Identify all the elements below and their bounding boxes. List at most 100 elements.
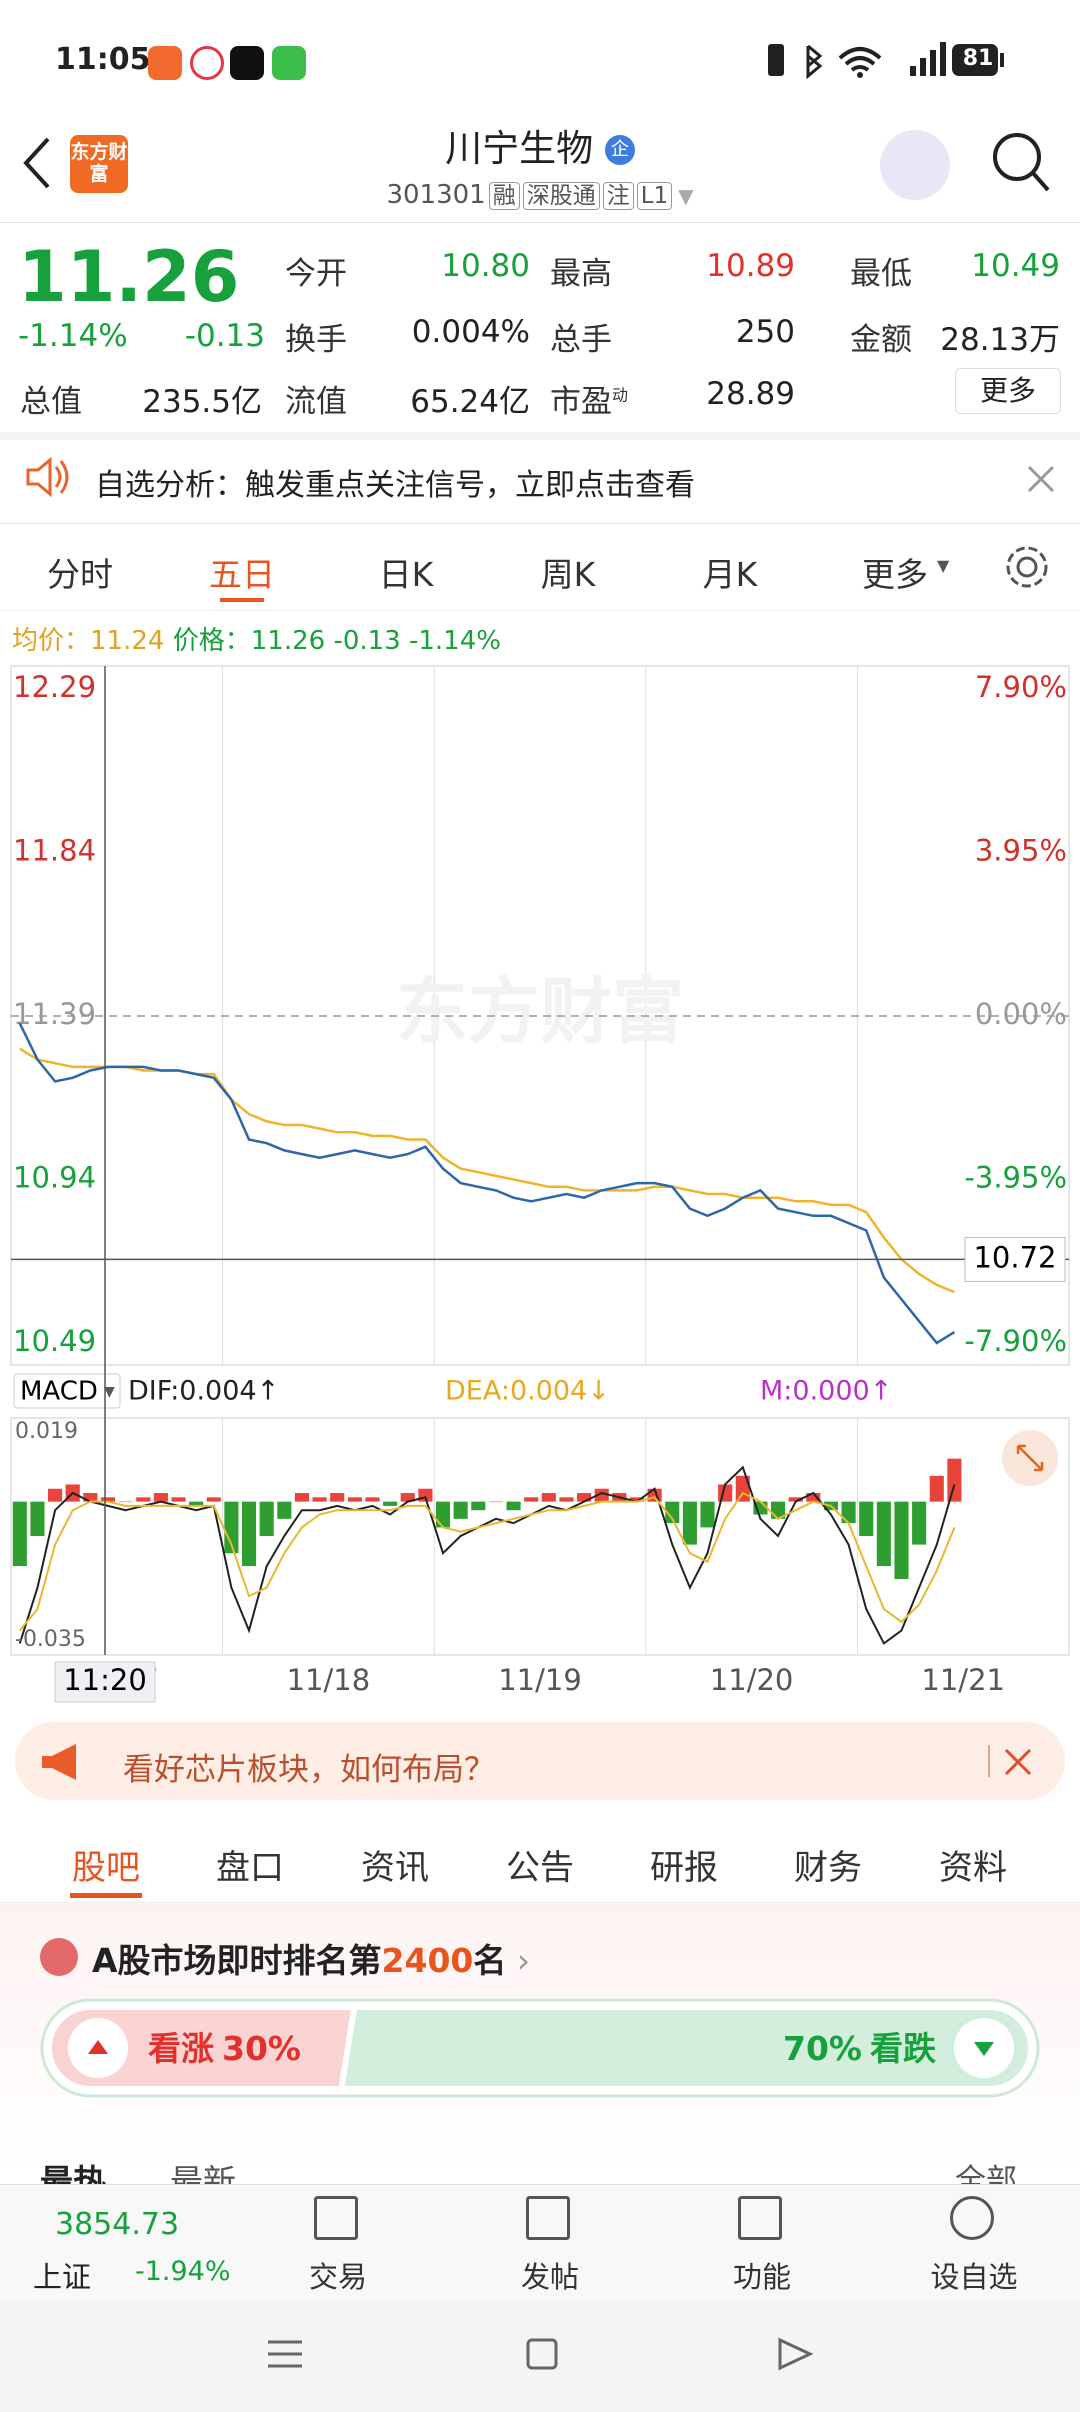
macd-legend: DIF:0.004↑ — [128, 1376, 279, 1407]
ranking-text[interactable]: A股市场即时排名第2400名 › — [92, 1941, 531, 1980]
ad-banner[interactable] — [15, 1722, 1065, 1800]
macd-bar — [312, 1497, 327, 1502]
macd-bar — [577, 1493, 592, 1502]
field-label: 市盈动 — [550, 384, 629, 420]
macd-bar — [365, 1497, 380, 1502]
price-change: -0.13 — [333, 626, 401, 656]
index-change[interactable]: -1.94% — [135, 2256, 231, 2287]
y2-tick-label: -7.90% — [964, 1324, 1067, 1358]
tab[interactable]: 日K — [378, 555, 434, 594]
tab[interactable]: 更多 — [862, 555, 928, 594]
tab[interactable]: 股吧 — [72, 1848, 140, 1888]
last-price: 11.26 — [18, 236, 240, 318]
macd-bar — [383, 1501, 398, 1506]
field-label: 最高 — [550, 256, 612, 292]
divider — [0, 1902, 1080, 1903]
tab[interactable]: 资料 — [939, 1848, 1007, 1888]
tab[interactable]: 公告 — [506, 1848, 574, 1888]
settings-button[interactable] — [1002, 542, 1052, 592]
divider — [0, 432, 1080, 440]
rank-icon — [40, 1938, 78, 1976]
macd-bar — [894, 1501, 909, 1579]
tab-indicator — [70, 1893, 142, 1898]
up-arrow — [88, 2040, 108, 2054]
close-button[interactable] — [1025, 463, 1057, 495]
nav-icon[interactable] — [526, 2196, 570, 2240]
macd-bar — [83, 1493, 98, 1502]
tab[interactable]: 资讯 — [361, 1848, 429, 1888]
nav-icon[interactable] — [314, 2196, 358, 2240]
chart: 东方财富 12.29 11.84 11.39 10.94 10.49 7.90% 3.95% 0… — [10, 665, 1070, 1703]
macd-bar — [453, 1501, 468, 1519]
speaker-icon — [26, 456, 69, 498]
dropdown: ▼ — [678, 184, 694, 208]
tab[interactable]: 周K — [540, 555, 596, 594]
y-tick-label: 12.29 — [13, 670, 96, 704]
field-label: 金额 — [850, 322, 912, 358]
indicator-name: MACD — [20, 1377, 98, 1407]
index-value[interactable]: 3854.73 — [55, 2207, 180, 2242]
field-value: 235.5亿 — [142, 384, 262, 420]
status-icons — [768, 42, 1004, 80]
macd-line — [19, 1491, 956, 1632]
nav-icon[interactable] — [738, 2196, 782, 2240]
field-sup: 动 — [612, 385, 629, 405]
ad-text[interactable]: 看好芯片板块，如何布局？ — [123, 1752, 495, 1788]
y2-tick-label: 3.95% — [975, 834, 1067, 868]
tab[interactable]: 五日 — [209, 555, 275, 594]
tab[interactable]: 研报 — [650, 1848, 718, 1888]
rank-suffix: 名 — [473, 1941, 507, 1980]
macd-bar — [929, 1475, 944, 1502]
y-tick-label: 10.49 — [13, 1324, 96, 1358]
macd-bar — [629, 1497, 645, 1502]
tab[interactable]: 分时 — [47, 555, 113, 594]
search-button[interactable] — [990, 130, 1052, 196]
field-label: 今开 — [285, 256, 347, 292]
field-value: 10.89 — [706, 248, 795, 284]
macd-legend: DEA:0.004↓ — [445, 1376, 610, 1407]
badge: 企 — [604, 135, 635, 165]
nav-label[interactable]: 发帖 — [520, 2260, 579, 2294]
tab[interactable]: 财务 — [794, 1848, 862, 1888]
back-button[interactable] — [18, 135, 58, 191]
crosshair-y-label: 10.72 — [973, 1240, 1056, 1274]
tab[interactable]: 月K — [702, 555, 758, 594]
nav-label[interactable]: 交易 — [308, 2260, 367, 2294]
macd-bar — [330, 1493, 345, 1502]
field-label: 总值 — [20, 384, 82, 420]
sentiment-bar: 看涨 30% 70% 看跌 — [40, 1998, 1040, 2098]
plot-frame — [10, 1417, 1070, 1656]
megaphone-icon — [42, 1744, 76, 1780]
nav-label[interactable]: 设自选 — [930, 2260, 1018, 2294]
field-value: 10.49 — [971, 248, 1060, 284]
more-button[interactable]: 更多 — [955, 368, 1061, 414]
x-tick-label: 11/19 — [498, 1663, 582, 1697]
y2-tick-label: -3.95% — [964, 1161, 1067, 1195]
nav-icon[interactable] — [950, 2196, 994, 2240]
macd-bar — [488, 1501, 503, 1503]
rank-number: 2400 — [381, 1941, 474, 1980]
field-value: 28.13万 — [940, 322, 1060, 358]
y-tick-label: 0.019 — [15, 1419, 78, 1444]
macd-bar — [294, 1493, 310, 1502]
battery-level: 81 — [962, 46, 994, 71]
app-icon — [148, 46, 182, 80]
index-name[interactable]: 上证 — [33, 2260, 92, 2294]
nav-label[interactable]: 功能 — [732, 2260, 791, 2294]
macd-bar — [259, 1501, 274, 1536]
app-icon — [230, 46, 264, 80]
tab[interactable]: 盘口 — [216, 1848, 284, 1888]
price-value: 11.26 — [250, 626, 326, 656]
down-arrow — [974, 2042, 994, 2056]
macd-bar — [189, 1501, 204, 1506]
price-label: 价格： — [172, 626, 251, 656]
y-tick-label: 10.94 — [13, 1161, 96, 1195]
tab-indicator — [220, 598, 264, 602]
close-button[interactable] — [1003, 1747, 1033, 1777]
assistant-avatar[interactable] — [880, 130, 950, 200]
macd-bar — [224, 1501, 239, 1554]
system-buttons[interactable] — [0, 2330, 1080, 2380]
macd-bar — [524, 1497, 539, 1502]
macd-legend: M:0.000↑ — [760, 1376, 892, 1407]
notice-text[interactable]: 自选分析：触发重点关注信号，立即点击查看 — [95, 468, 695, 503]
